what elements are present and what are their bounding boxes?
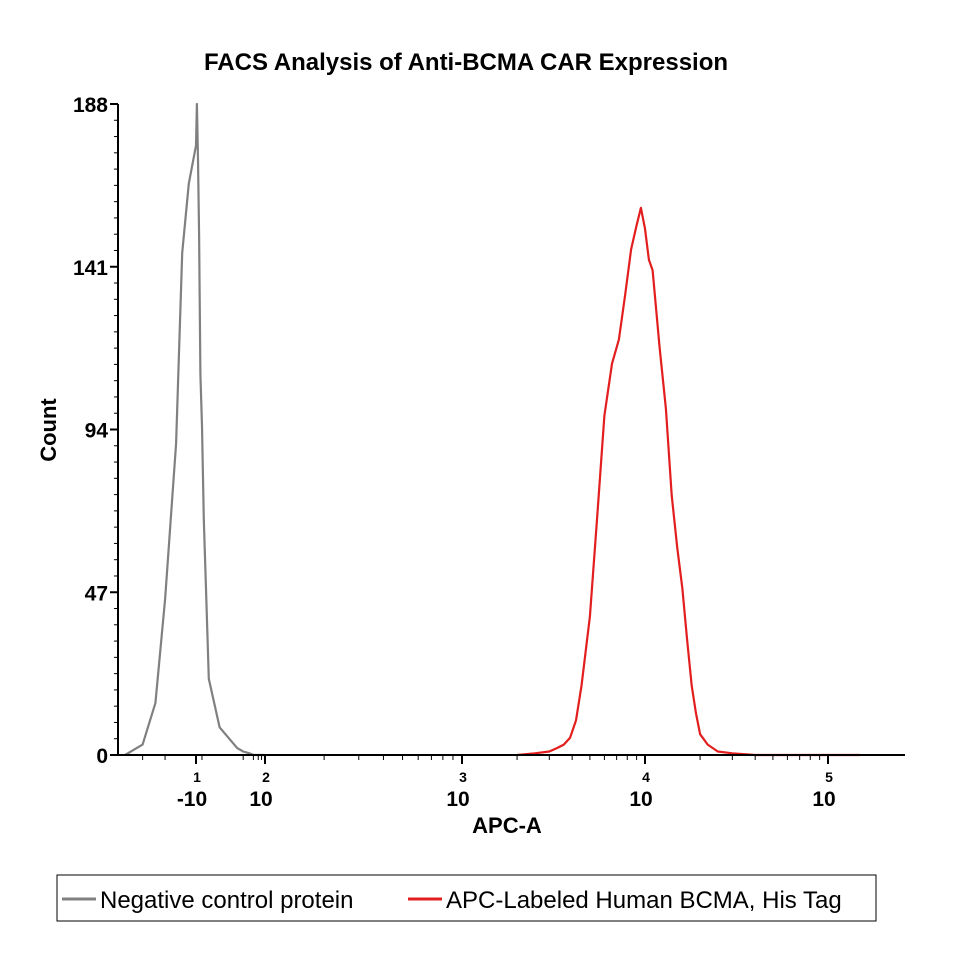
- x-tick-label: -10: [177, 788, 207, 811]
- legend-label-apc-bcma: APC-Labeled Human BCMA, His Tag: [446, 887, 842, 914]
- legend: Negative control protein APC-Labeled Hum…: [56, 874, 877, 922]
- y-tick-label: 141: [73, 257, 108, 280]
- x-tick-label: 10: [446, 788, 469, 811]
- y-axis-label: Count: [36, 398, 61, 462]
- x-tick-label: 10: [249, 788, 272, 811]
- x-tick-exponent: 5: [825, 769, 833, 785]
- x-tick-exponent: 1: [193, 769, 201, 785]
- y-tick-label: 188: [73, 94, 108, 117]
- legend-label-negative-control: Negative control protein: [100, 887, 353, 914]
- y-axis-ticks: 0 47 94 141 188: [73, 94, 118, 768]
- series-line-negative-control: [124, 102, 265, 757]
- plot-area: [124, 102, 860, 757]
- x-axis-ticks: -10 1 10 2 10 3 10 4 10 5: [142, 755, 836, 811]
- y-tick-label: 94: [85, 420, 109, 443]
- x-tick-exponent: 2: [262, 769, 270, 785]
- x-tick-label: 10: [629, 788, 652, 811]
- x-tick-label: 10: [812, 788, 835, 811]
- x-tick-exponent: 4: [642, 769, 650, 785]
- chart-title: FACS Analysis of Anti-BCMA CAR Expressio…: [204, 49, 728, 76]
- y-tick-label: 47: [85, 582, 108, 605]
- x-tick-exponent: 3: [459, 769, 467, 785]
- series-line-apc-bcma: [516, 206, 860, 757]
- y-tick-label: 0: [96, 745, 108, 768]
- x-axis-label: APC-A: [472, 813, 542, 838]
- legend-box: [56, 874, 877, 922]
